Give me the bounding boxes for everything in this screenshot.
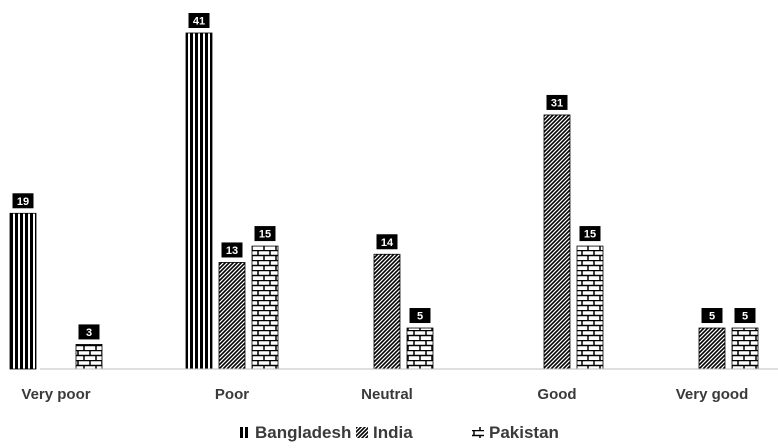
data-label-india-good: 31 (546, 94, 568, 110)
data-label-value: 15 (584, 229, 596, 241)
data-label-value: 13 (226, 245, 238, 257)
data-label-box (579, 226, 601, 242)
data-label-box (12, 193, 34, 209)
data-labels: 19 3 41 13 15 14 5 31 15 5 5 (12, 13, 756, 340)
data-label-india-poor: 13 (221, 242, 243, 258)
bar-bangladesh-very-poor (9, 212, 37, 370)
data-label-box (221, 242, 243, 258)
data-label-value: 5 (709, 311, 715, 323)
legend-label: Pakistan (489, 423, 559, 442)
x-tick-label-poor: Poor (215, 386, 249, 403)
data-label-pakistan-good: 15 (579, 226, 601, 242)
bar-pakistan-neutral (406, 327, 434, 370)
data-label-india-neutral: 14 (376, 234, 398, 250)
legend-label: Bangladesh (255, 423, 351, 442)
data-label-value: 41 (193, 16, 205, 28)
data-label-pakistan-poor: 15 (254, 226, 276, 242)
data-label-value: 5 (417, 311, 423, 323)
legend-label: India (373, 423, 413, 442)
data-label-box (188, 13, 210, 28)
bar-pakistan-poor (251, 245, 279, 370)
data-label-value: 19 (17, 196, 29, 208)
data-label-bangladesh-very-poor: 19 (12, 193, 34, 209)
data-label-box (546, 94, 568, 110)
x-tick-label-very-poor: Very poor (21, 386, 90, 403)
data-label-value: 5 (742, 311, 748, 323)
x-tick-label-neutral: Neutral (361, 386, 413, 403)
legend: Bangladesh India Pakistan (238, 423, 559, 442)
data-label-box (254, 226, 276, 242)
bar-india-very-good (698, 327, 726, 370)
data-label-value: 31 (551, 97, 563, 109)
legend-item-india: India (356, 423, 413, 442)
data-label-pakistan-very-poor: 3 (78, 324, 100, 340)
data-label-pakistan-neutral: 5 (409, 308, 431, 324)
data-label-box (376, 234, 398, 250)
bar-india-good (543, 114, 571, 370)
x-tick-label-good: Good (537, 386, 576, 403)
data-label-box (701, 308, 723, 324)
legend-swatch (472, 427, 484, 438)
data-label-bangladesh-poor: 41 (188, 13, 210, 28)
bar-pakistan-very-poor (75, 344, 103, 370)
legend-swatch (356, 427, 368, 438)
bars (9, 32, 759, 370)
legend-swatch (238, 427, 250, 438)
bar-pakistan-good (576, 245, 604, 370)
bar-bangladesh-poor (185, 32, 213, 370)
bar-india-neutral (373, 253, 401, 370)
x-tick-labels: Very poor Poor Neutral Good Very good (21, 386, 748, 403)
bar-india-poor (218, 262, 246, 370)
bar-pakistan-very-good (731, 327, 759, 370)
data-label-india-very-good: 5 (701, 308, 723, 324)
data-label-box (734, 308, 756, 324)
data-label-value: 15 (259, 229, 271, 241)
legend-item-bangladesh: Bangladesh (238, 423, 351, 442)
data-label-value: 3 (86, 327, 92, 339)
data-label-value: 14 (381, 237, 394, 249)
data-label-box (78, 324, 100, 340)
x-tick-label-very-good: Very good (676, 386, 749, 403)
data-label-box (409, 308, 431, 324)
data-label-pakistan-very-good: 5 (734, 308, 756, 324)
legend-item-pakistan: Pakistan (472, 423, 559, 442)
